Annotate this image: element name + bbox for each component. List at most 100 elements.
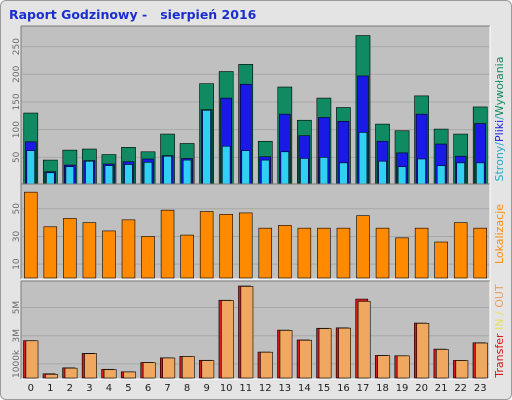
x-tick-label-16: 16 — [337, 383, 350, 394]
bar-out-12 — [260, 351, 273, 379]
transfer-panel-background — [21, 281, 490, 379]
x-tick-label-17: 17 — [357, 383, 370, 394]
bar-out-15 — [318, 328, 332, 379]
bar-out-10 — [221, 300, 234, 379]
side-label-transfer-part: Transfer — [493, 333, 506, 379]
bar-lokalizacje-3 — [82, 222, 97, 279]
bar-lokalizacje-1 — [43, 226, 58, 279]
bar-lokalizacje-9 — [199, 211, 214, 279]
bar-out-1 — [45, 374, 58, 379]
y-tick-label: 250 — [12, 38, 22, 55]
bar-out-4 — [103, 369, 117, 379]
bar-out-19 — [396, 355, 410, 379]
bar-strony-19 — [397, 166, 407, 186]
bar-out-14 — [299, 339, 312, 379]
bar-lokalizacje-18 — [375, 227, 390, 279]
bar-lokalizacje-15 — [317, 227, 331, 279]
bar-out-5 — [123, 371, 137, 379]
bar-lokalizacje-10 — [219, 214, 233, 279]
x-tick-label-8: 8 — [184, 383, 190, 394]
x-tick-label-6: 6 — [145, 383, 151, 394]
locations-panel: 10 30 50 — [12, 183, 491, 280]
bar-strony-11 — [241, 150, 250, 186]
side-label-lokalizacje-part: Lokalizacje — [493, 204, 506, 264]
bar-out-9 — [201, 360, 215, 379]
bar-out-13 — [279, 330, 293, 379]
x-tick-label-22: 22 — [454, 383, 467, 394]
y-tick-label: 5M — [12, 301, 22, 315]
bar-out-6 — [142, 362, 156, 379]
side-label-strony-pliki-wywolania-part: / — [493, 116, 506, 120]
x-tick-label-1: 1 — [47, 383, 53, 394]
y-tick-label: 200 — [12, 65, 22, 82]
bar-strony-10 — [221, 145, 231, 186]
x-tick-label-11: 11 — [239, 383, 252, 394]
side-label-strony-pliki-wywolania: Strony/Pliki/Wywołania — [493, 57, 506, 182]
x-tick-label-18: 18 — [376, 383, 389, 394]
x-tick-label-12: 12 — [259, 383, 272, 394]
x-tick-label-3: 3 — [86, 383, 92, 394]
x-tick-label-2: 2 — [67, 383, 73, 394]
bar-strony-16 — [339, 162, 348, 186]
bar-lokalizacje-22 — [453, 222, 468, 279]
bar-out-2 — [64, 367, 78, 379]
x-tick-label-19: 19 — [396, 383, 409, 394]
bar-strony-15 — [319, 157, 329, 186]
bar-strony-20 — [417, 158, 426, 186]
side-label-lokalizacje: Lokalizacje — [493, 204, 506, 264]
y-tick-label: 30 — [12, 230, 22, 242]
bar-strony-23 — [475, 162, 485, 186]
x-tick-label-9: 9 — [203, 383, 209, 394]
bar-strony-18 — [378, 160, 387, 186]
bar-strony-7 — [163, 155, 172, 186]
x-tick-label-20: 20 — [415, 383, 428, 394]
bar-lokalizacje-2 — [63, 218, 77, 279]
x-tick-label-0: 0 — [28, 383, 34, 394]
y-tick-label: 100 — [12, 121, 22, 138]
bar-strony-3 — [85, 160, 94, 186]
x-tick-label-23: 23 — [474, 383, 487, 394]
bar-strony-6 — [143, 162, 153, 186]
side-label-strony-pliki-wywolania-part: / — [493, 142, 506, 146]
bar-out-23 — [475, 342, 488, 379]
bar-lokalizacje-5 — [121, 219, 136, 279]
bar-strony-14 — [300, 158, 309, 186]
bar-strony-9 — [202, 109, 211, 186]
side-label-strony-pliki-wywolania-part: Strony — [493, 145, 506, 181]
side-label-transfer-part: / — [493, 308, 506, 319]
bar-out-7 — [162, 357, 176, 379]
report-title: Raport Godzinowy - sierpień 2016 — [9, 7, 257, 22]
x-tick-label-21: 21 — [435, 383, 448, 394]
locations-panel-background — [21, 184, 490, 279]
bar-out-17 — [357, 301, 371, 379]
x-tick-label-7: 7 — [164, 383, 170, 394]
y-tick-label: 10 — [12, 258, 22, 270]
bar-out-0 — [25, 340, 39, 379]
y-tick-label: 50 — [12, 203, 22, 215]
bar-strony-8 — [182, 159, 192, 186]
bar-lokalizacje-0 — [24, 191, 38, 279]
x-tick-label-13: 13 — [278, 383, 291, 394]
bar-lokalizacje-7 — [160, 209, 175, 279]
bar-out-20 — [416, 323, 430, 379]
transfer-panel: 1000k 3M 5M — [12, 280, 491, 380]
side-label-transfer-part: IN — [493, 318, 506, 333]
y-tick-label: 150 — [12, 93, 22, 110]
bar-strony-1 — [46, 172, 55, 186]
bar-lokalizacje-6 — [141, 236, 155, 279]
bar-strony-21 — [436, 165, 446, 186]
y-tick-label: 3M — [12, 329, 22, 343]
side-label-strony-pliki-wywolania-part: Pliki — [493, 120, 506, 142]
hits-panel: 50 100 150 200 250 — [12, 25, 491, 187]
hits-panel-background — [21, 26, 490, 186]
bar-out-3 — [84, 353, 97, 379]
bar-lokalizacje-13 — [278, 225, 292, 279]
bar-out-22 — [455, 360, 469, 379]
bar-strony-22 — [456, 162, 465, 186]
x-tick-label-4: 4 — [106, 383, 112, 394]
bar-strony-17 — [358, 132, 368, 186]
bar-lokalizacje-17 — [356, 215, 370, 279]
x-tick-label-15: 15 — [318, 383, 331, 394]
